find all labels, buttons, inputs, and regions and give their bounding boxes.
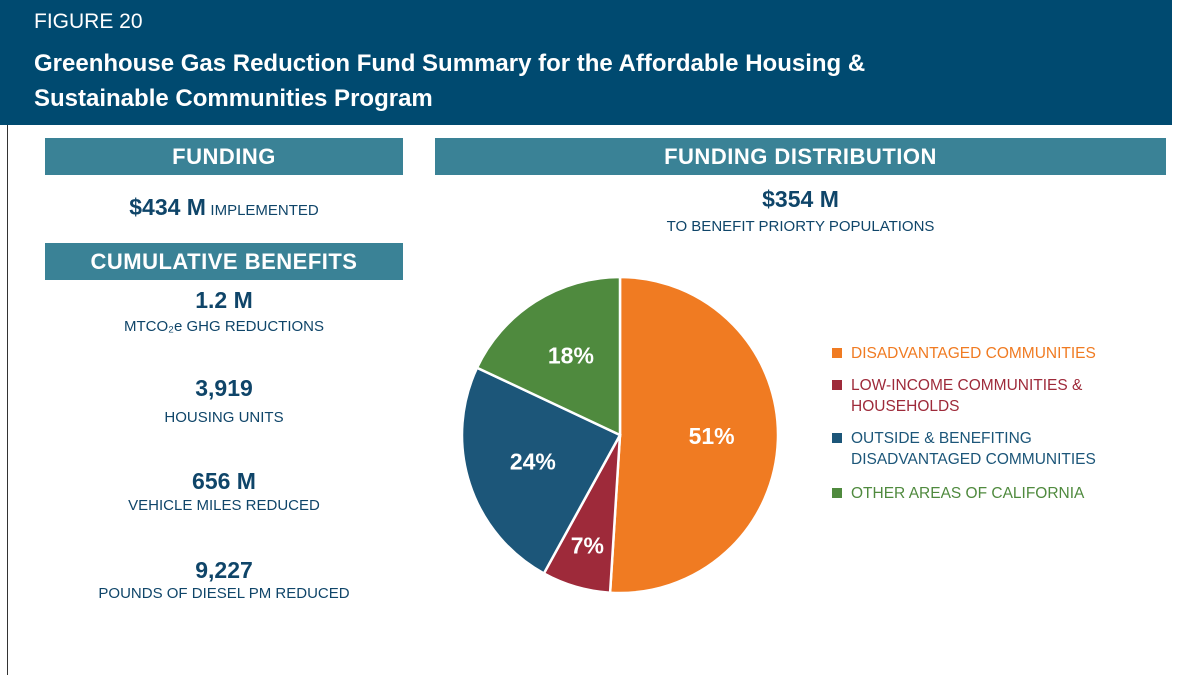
legend-item: LOW-INCOME COMMUNITIES & HOUSEHOLDS [832,375,1152,417]
amount: $434 M [129,194,206,220]
legend-item: DISADVANTAGED COMMUNITIES [832,343,1152,364]
benefit-label: MTCO₂e GHG REDUCTIONS [124,318,324,335]
funding-total: $434 M IMPLEMENTED [45,194,403,221]
data-label: 24% [510,448,556,474]
figure-label: FIGURE 20 [34,10,143,33]
benefit-label: HOUSING UNITS [164,409,284,426]
data-label: 7% [571,532,604,558]
legend-item: OTHER AREAS OF CALIFORNIA [832,483,1152,504]
legend-swatch [832,488,842,498]
pie-chart: 51% 7% 24% 18% [460,275,780,595]
pie-slice [460,366,622,576]
benefit-value: 656 M [192,468,256,494]
legend-item: OUTSIDE & BENEFITING DISADVANTAGED COMMU… [832,428,1152,470]
pie-slice [475,275,622,437]
benefit-value: 1.2 M [195,287,253,313]
pie-slice [608,275,780,595]
section-heading: CUMULATIVE BENEFITS [45,243,403,280]
legend-swatch [832,433,842,443]
legend-label: DISADVANTAGED COMMUNITIES [851,345,1096,362]
benefit-label: VEHICLE MILES REDUCED [128,497,320,514]
header: FIGURE 20 Greenhouse Gas Reduction Fund … [0,0,1172,125]
benefit-value: 9,227 [195,557,253,583]
distribution-amount: $354 M [762,186,839,212]
section-heading: FUNDING [45,138,403,175]
section-heading: FUNDING DISTRIBUTION [435,138,1166,175]
data-label: 51% [689,423,735,449]
legend-label: OUTSIDE & BENEFITING DISADVANTAGED COMMU… [851,430,1096,468]
legend-label: LOW-INCOME COMMUNITIES & HOUSEHOLDS [851,377,1083,415]
legend-label: OTHER AREAS OF CALIFORNIA [851,485,1085,502]
benefit-label: POUNDS OF DIESEL PM REDUCED [98,585,350,602]
title: Sustainable Communities Program [34,85,433,112]
data-label: 18% [548,343,594,369]
distribution-label: TO BENEFIT PRIORTY POPULATIONS [666,218,935,235]
divider [7,125,8,675]
benefit-value: 3,919 [195,375,253,401]
legend-swatch [832,380,842,390]
amount-label: IMPLEMENTED [210,202,319,219]
legend-swatch [832,348,842,358]
title: Greenhouse Gas Reduction Fund Summary fo… [34,50,866,77]
